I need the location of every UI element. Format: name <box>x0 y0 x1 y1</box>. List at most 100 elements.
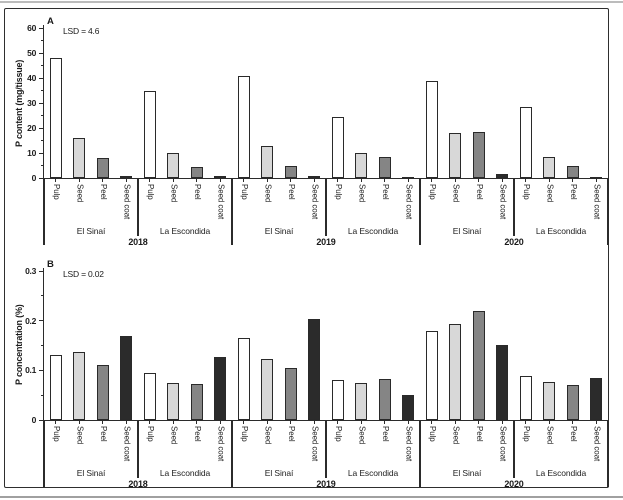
x-tick <box>266 421 268 425</box>
y-tick-label: 40 <box>27 73 36 83</box>
bar-seed-coat <box>214 357 227 420</box>
bar-seed-coat <box>308 318 321 420</box>
year-label: 2018 <box>128 479 148 489</box>
bar-peel <box>96 158 109 178</box>
y-tick-label: 10 <box>27 148 36 158</box>
panel-b-lsd-annotation: LSD = 0.02 <box>63 269 104 279</box>
tissue-label: Peel <box>98 426 108 442</box>
y-minor-tick <box>41 394 44 396</box>
tissue-label: Peel <box>568 426 578 442</box>
y-tick-label: 0.1 <box>25 365 36 376</box>
year-label: 2020 <box>504 479 524 489</box>
tissue-label: Seed coat <box>122 426 132 462</box>
y-minor-tick <box>41 40 44 41</box>
location-label: La Escondida <box>347 468 399 478</box>
page-top-rule <box>0 1 623 3</box>
year-label: 2019 <box>316 237 336 247</box>
y-axis-line <box>43 268 45 421</box>
bar-pulp <box>237 338 250 420</box>
year-label: 2019 <box>316 479 336 489</box>
bar-seed <box>261 145 274 178</box>
y-major-tick <box>39 127 44 129</box>
y-tick-label: 0 <box>31 415 37 425</box>
location-label: El Sinaí <box>452 226 482 236</box>
location-label: La Escondida <box>159 226 211 236</box>
bar-seed <box>355 153 368 178</box>
bar-seed <box>543 156 556 178</box>
x-tick <box>548 179 550 183</box>
x-tick <box>548 421 550 425</box>
tissue-label: Pulp <box>239 184 249 200</box>
bar-peel <box>378 156 391 178</box>
x-tick <box>290 179 292 183</box>
x-tick <box>360 179 362 183</box>
bar-seed <box>73 352 86 420</box>
bar-peel <box>190 166 203 178</box>
bar-seed-coat <box>590 176 603 179</box>
tissue-label: Peel <box>192 426 202 442</box>
tissue-label: Seed <box>451 184 461 203</box>
figure-frame <box>4 8 609 488</box>
location-separator <box>513 179 515 236</box>
tissue-label: Seed coat <box>498 184 508 220</box>
x-tick <box>595 179 597 183</box>
location-label: El Sinaí <box>264 468 294 478</box>
location-label: La Escondida <box>159 468 211 478</box>
bar-pulp <box>237 75 250 178</box>
tissue-label: Peel <box>98 184 108 200</box>
y-tick-label: 0.3 <box>25 266 36 276</box>
tissue-label: Peel <box>286 426 296 442</box>
tissue-label: Seed coat <box>404 184 414 220</box>
location-label: La Escondida <box>535 226 587 236</box>
y-tick-label: 60 <box>27 23 36 33</box>
bar-seed <box>355 383 368 420</box>
bar-pulp <box>425 80 438 178</box>
x-tick <box>149 421 151 425</box>
tissue-label: Seed coat <box>592 426 602 462</box>
x-tick <box>78 179 80 183</box>
tissue-label: Seed coat <box>216 184 226 220</box>
bar-seed <box>543 382 556 420</box>
tissue-label: Peel <box>568 184 578 200</box>
tissue-label: Peel <box>380 184 390 200</box>
x-tick <box>102 421 104 425</box>
bar-seed <box>449 323 462 420</box>
x-tick <box>360 421 362 425</box>
panel-a-lsd-annotation: LSD = 4.6 <box>63 26 100 36</box>
y-minor-tick <box>41 90 44 91</box>
bar-pulp <box>331 380 344 420</box>
tissue-label: Peel <box>474 426 484 442</box>
bar-seed-coat <box>308 175 321 178</box>
x-tick <box>384 421 386 425</box>
x-tick <box>290 421 292 425</box>
tissue-label: Seed <box>169 426 179 445</box>
y-major-tick <box>39 419 44 421</box>
x-tick <box>454 421 456 425</box>
y-major-tick <box>39 152 44 154</box>
tissue-label: Pulp <box>51 426 61 442</box>
x-tick <box>219 179 221 183</box>
bar-seed-coat <box>402 395 415 420</box>
tissue-label: Pulp <box>51 184 61 200</box>
tissue-label: Seed <box>545 426 555 445</box>
location-label: El Sinaí <box>76 226 106 236</box>
bar-peel <box>96 365 109 420</box>
x-tick <box>337 421 339 425</box>
y-major-tick <box>39 27 44 29</box>
location-label: La Escondida <box>535 468 587 478</box>
x-tick <box>313 179 315 183</box>
tissue-label: Seed <box>75 184 85 203</box>
year-separator <box>231 179 233 245</box>
y-minor-tick <box>41 295 44 297</box>
bar-peel <box>284 165 297 178</box>
tissue-label: Seed <box>357 184 367 203</box>
location-separator <box>137 421 139 478</box>
y-minor-tick <box>41 140 44 141</box>
bar-pulp <box>519 106 532 178</box>
bar-pulp <box>143 372 156 420</box>
tissue-label: Peel <box>192 184 202 200</box>
y-tick-label: 0.2 <box>25 315 36 326</box>
bar-peel <box>566 165 579 178</box>
location-label: La Escondida <box>347 226 399 236</box>
